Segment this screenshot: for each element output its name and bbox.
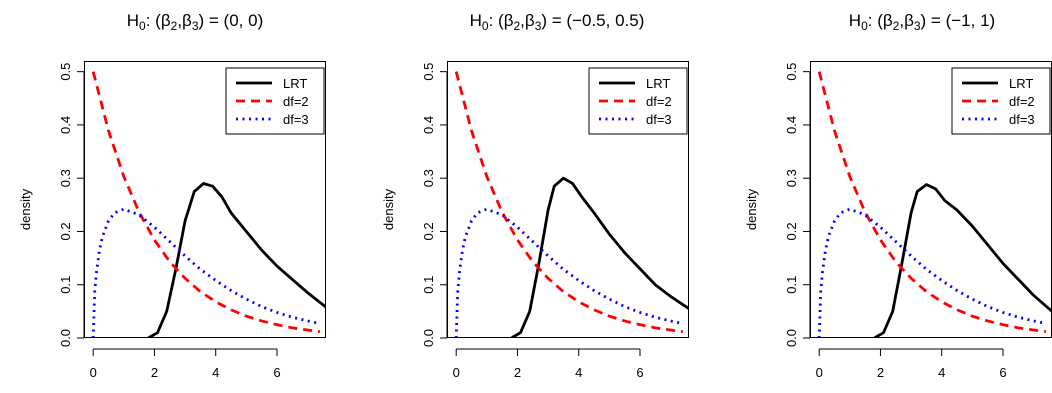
x-tick-label: 4	[212, 365, 219, 380]
y-tick-label: 0.0	[421, 329, 436, 347]
y-axis-label: density	[744, 188, 759, 230]
x-tick-label: 6	[273, 365, 280, 380]
x-tick-label: 6	[999, 365, 1006, 380]
legend-label: LRT	[646, 76, 670, 91]
x-tick-label: 0	[453, 365, 460, 380]
legend-label: df=2	[283, 94, 309, 109]
series-line-df-2	[91, 71, 321, 333]
x-tick-label: 0	[90, 365, 97, 380]
plot-frame	[84, 61, 326, 338]
y-tick-label: 0.2	[58, 222, 73, 240]
legend-label: LRT	[283, 76, 307, 91]
x-tick-label: 0	[816, 365, 823, 380]
x-tick-label: 4	[575, 365, 582, 380]
legend-box	[225, 67, 325, 135]
series-line-df-2	[817, 71, 1047, 333]
series-line-df-3	[91, 207, 321, 338]
y-tick-label: 0.1	[58, 276, 73, 294]
series-line-lrt	[873, 183, 1052, 338]
y-tick-label: 0.2	[784, 222, 799, 240]
legend-label: df=2	[646, 94, 672, 109]
y-tick-label: 0.3	[58, 169, 73, 187]
series-line-df-2	[454, 71, 684, 333]
x-tick-label: 4	[938, 365, 945, 380]
series-line-df-3	[454, 207, 684, 338]
y-axis-label: density	[18, 188, 33, 230]
x-tick-label: 2	[151, 365, 158, 380]
plot-frame	[447, 61, 689, 338]
y-tick-label: 0.3	[784, 169, 799, 187]
x-tick-label: 6	[636, 365, 643, 380]
y-tick-label: 0.5	[784, 63, 799, 81]
legend-label: df=3	[1009, 112, 1035, 127]
x-tick-label: 2	[877, 365, 884, 380]
legend-label: df=2	[1009, 94, 1035, 109]
series-line-lrt	[510, 176, 689, 338]
chart-title: H0: (β2,β3) = (−0.5, 0.5)	[470, 11, 645, 33]
chart-panel-2: H0: (β2,β3) = (−0.5, 0.5) density 0.0 0.1 0.…	[381, 11, 689, 380]
legend-label: LRT	[1009, 76, 1033, 91]
y-tick-label: 0.4	[58, 116, 73, 134]
series-line-lrt	[147, 182, 326, 338]
y-tick-label: 0.5	[421, 63, 436, 81]
y-axis-label: density	[381, 188, 396, 230]
legend-label: df=3	[283, 112, 309, 127]
x-tick-label: 2	[514, 365, 521, 380]
y-tick-label: 0.1	[784, 276, 799, 294]
y-tick-label: 0.2	[421, 222, 436, 240]
y-tick-label: 0.5	[58, 63, 73, 81]
series-line-df-3	[817, 207, 1047, 338]
chart-title: H0: (β2,β3) = (−1, 1)	[849, 11, 995, 33]
y-tick-label: 0.1	[421, 276, 436, 294]
chart-panel-1: H0: (β2,β3) = (0, 0) density 0.0 0.1 0.2 0.3 0…	[18, 11, 326, 380]
y-tick-label: 0.4	[421, 116, 436, 134]
chart-panel-3: H0: (β2,β3) = (−1, 1) density 0.0 0.1 0.2 0.3…	[744, 11, 1052, 380]
y-tick-label: 0.3	[421, 169, 436, 187]
y-tick-label: 0.0	[58, 329, 73, 347]
chart-title: H0: (β2,β3) = (0, 0)	[127, 11, 263, 33]
y-tick-label: 0.4	[784, 116, 799, 134]
legend-label: df=3	[646, 112, 672, 127]
y-tick-label: 0.0	[784, 329, 799, 347]
